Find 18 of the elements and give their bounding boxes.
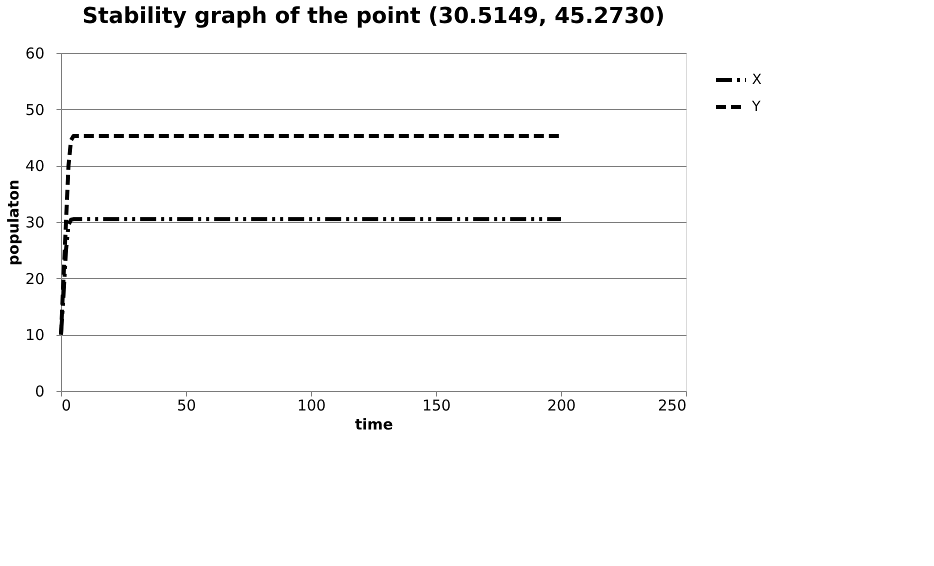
y-tick-label: 30 [25, 214, 44, 232]
x-tick-label: 250 [658, 396, 686, 414]
x-tick-label: 100 [297, 396, 326, 414]
y-tick-label: 60 [25, 44, 44, 62]
legend-label: Y [751, 99, 761, 115]
x-tick-label: 50 [176, 396, 196, 414]
x-tick-label: 200 [547, 396, 576, 414]
y-tick-label: 10 [25, 326, 44, 344]
x-tick-label: 0 [62, 396, 72, 414]
chart-title: Stability graph of the point (30.5149, 45.2730) [82, 4, 665, 29]
y-tick-label: 0 [34, 382, 44, 400]
x-tick-label: 150 [422, 396, 451, 414]
y-tick-label: 20 [25, 270, 44, 288]
x-axis-title: time [354, 416, 394, 434]
y-axis-title: populaton [4, 180, 22, 266]
legend-label: X [752, 72, 762, 88]
y-tick-label: 50 [25, 100, 44, 119]
y-tick-label: 40 [25, 157, 44, 176]
